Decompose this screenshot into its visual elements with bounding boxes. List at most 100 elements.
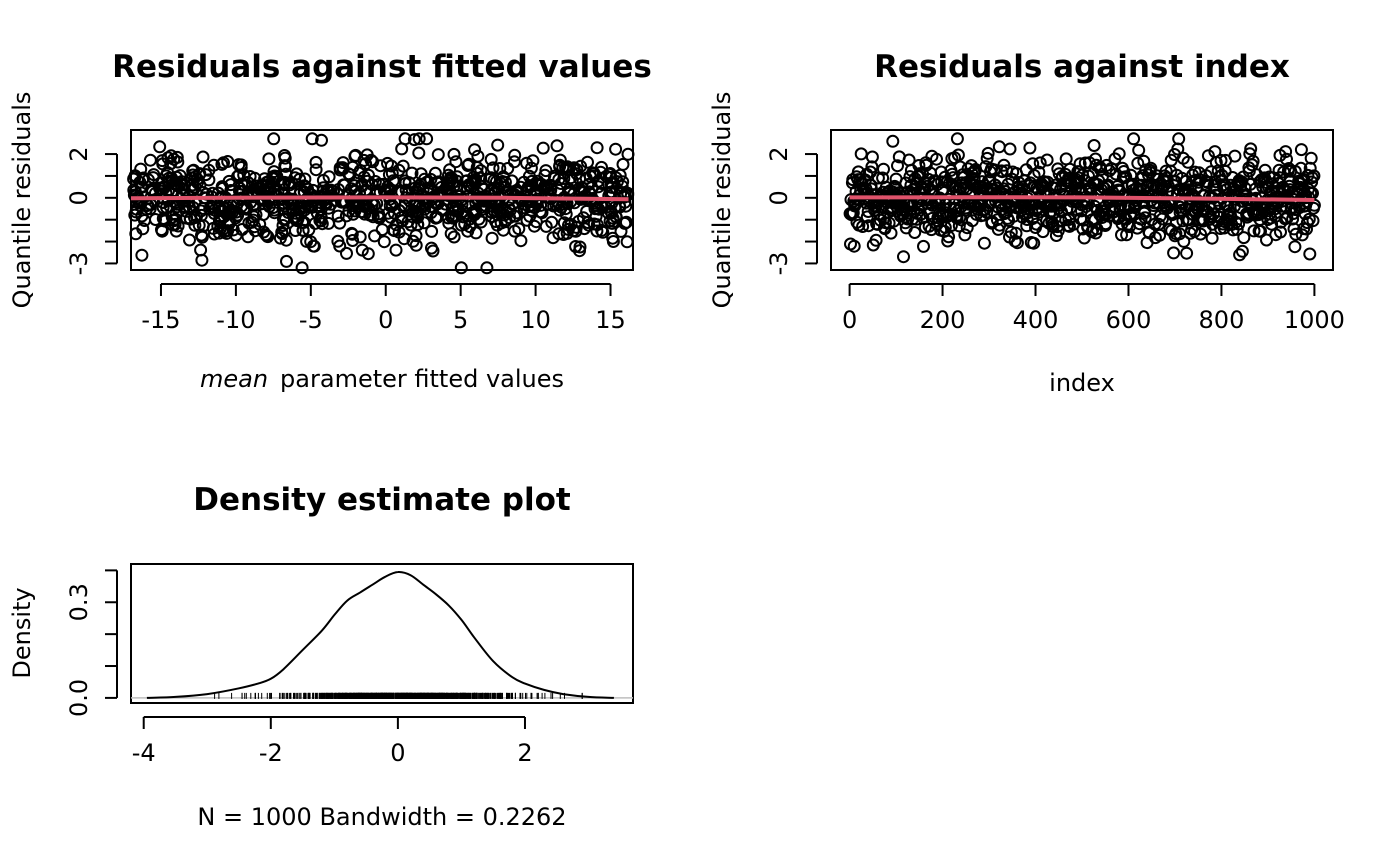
data-point — [412, 146, 426, 160]
data-point — [169, 208, 183, 222]
data-point — [253, 217, 267, 231]
data-point — [484, 152, 498, 166]
data-point — [368, 229, 382, 243]
data-point — [574, 159, 588, 173]
data-point — [412, 132, 426, 146]
data-point — [908, 226, 922, 239]
y-axis-label: Density — [8, 587, 36, 678]
data-point — [512, 222, 526, 236]
rug-marks — [214, 692, 583, 699]
data-point — [450, 174, 464, 188]
data-point — [331, 209, 345, 223]
data-point — [442, 168, 455, 182]
data-point — [1138, 211, 1152, 225]
data-point — [357, 170, 371, 184]
data-point — [1192, 166, 1206, 180]
data-point — [168, 217, 182, 231]
data-point — [426, 244, 440, 258]
data-point — [877, 162, 890, 176]
data-point — [1246, 154, 1260, 168]
data-point — [860, 210, 874, 224]
data-point — [431, 148, 445, 162]
data-point — [1265, 217, 1279, 231]
x-axis: -4 -2 0 2 — [132, 716, 533, 767]
data-point — [183, 233, 196, 247]
data-point — [129, 227, 143, 241]
data-point — [1153, 209, 1167, 223]
x-tick-label: 5 — [453, 306, 468, 334]
data-point — [590, 224, 604, 238]
chart-title: Residuals against fitted values — [112, 49, 652, 85]
data-point — [246, 213, 260, 227]
data-point — [1287, 222, 1301, 236]
data-point — [471, 193, 485, 207]
data-point — [262, 152, 276, 166]
data-point — [128, 170, 142, 184]
data-point — [398, 199, 412, 213]
x-tick-label: 600 — [1106, 306, 1152, 334]
data-point — [435, 180, 448, 194]
data-point — [404, 218, 418, 232]
data-point — [514, 234, 528, 248]
data-point — [505, 174, 519, 188]
data-point — [461, 224, 475, 238]
data-point — [149, 213, 162, 226]
data-point — [290, 214, 304, 228]
data-point — [342, 188, 356, 202]
data-point — [447, 147, 461, 161]
x-tick-label: 2 — [517, 739, 532, 767]
x-tick-label: 0 — [390, 739, 405, 767]
data-point — [207, 227, 221, 241]
data-point — [608, 200, 622, 214]
data-point — [195, 230, 209, 244]
data-point — [333, 216, 347, 230]
data-point — [447, 230, 461, 244]
data-point — [1177, 234, 1191, 248]
data-point — [177, 194, 191, 208]
data-point — [1131, 156, 1145, 170]
data-point — [299, 180, 313, 194]
data-point — [1137, 154, 1151, 168]
data-point — [349, 148, 363, 162]
data-point — [480, 261, 494, 275]
x-tick-label: 200 — [920, 306, 966, 334]
x-tick-label: 1000 — [1284, 306, 1345, 334]
data-point — [602, 167, 616, 181]
data-point — [405, 210, 419, 224]
data-point — [884, 226, 898, 240]
data-point — [980, 151, 994, 165]
data-point — [1235, 244, 1249, 258]
data-point — [992, 140, 1006, 154]
chart-title: Density estimate plot — [193, 482, 571, 518]
y-axis: -3 0 2 — [65, 146, 118, 275]
data-point — [355, 205, 369, 219]
data-point — [309, 163, 323, 177]
data-point — [409, 229, 423, 243]
data-point — [269, 188, 283, 201]
data-point — [333, 239, 347, 253]
data-point — [1112, 210, 1126, 224]
data-point — [854, 147, 868, 161]
data-point — [169, 224, 183, 238]
data-point — [280, 254, 293, 268]
data-point — [409, 238, 423, 252]
data-point — [176, 188, 190, 202]
data-point — [420, 132, 434, 146]
data-point — [1153, 228, 1167, 242]
y-tick-label: -3 — [765, 251, 793, 275]
data-point — [886, 134, 900, 148]
data-point — [1230, 222, 1244, 236]
data-point — [178, 200, 192, 214]
data-point — [1023, 141, 1037, 155]
data-point — [420, 175, 434, 189]
data-point — [1009, 226, 1023, 240]
x-axis-label-rest: parameter fitted values — [280, 365, 564, 393]
data-point — [346, 234, 360, 247]
data-point — [958, 228, 972, 242]
data-point — [425, 224, 439, 238]
data-point — [359, 157, 373, 171]
data-point — [1205, 231, 1219, 245]
x-tick-label: -5 — [299, 306, 323, 334]
data-point — [564, 218, 578, 231]
data-point — [305, 132, 319, 146]
